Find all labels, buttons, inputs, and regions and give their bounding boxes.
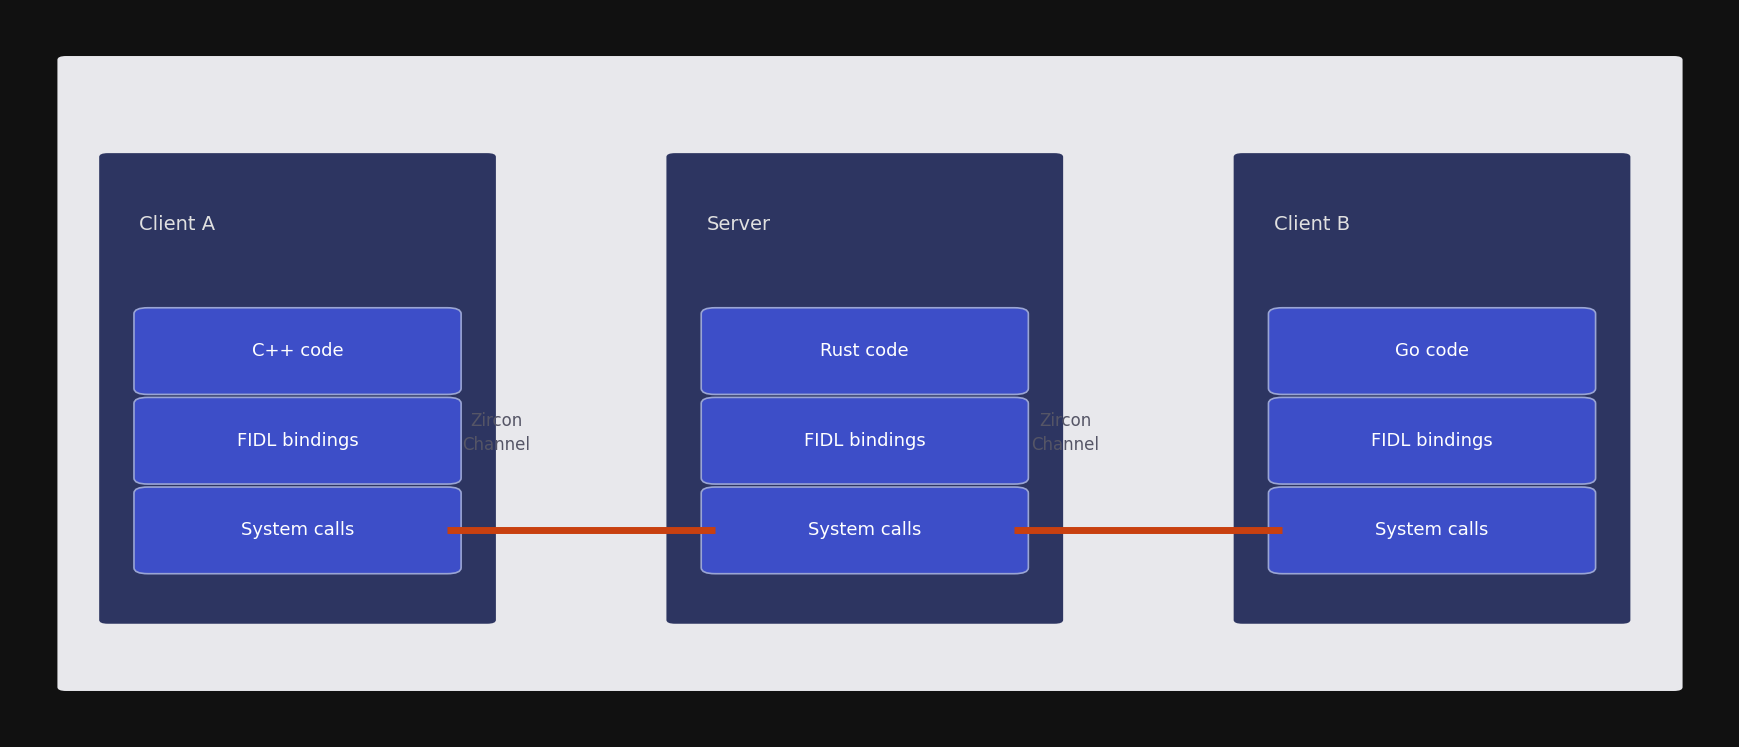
FancyBboxPatch shape — [1268, 487, 1595, 574]
FancyBboxPatch shape — [134, 487, 461, 574]
Text: Server: Server — [706, 214, 770, 234]
Text: System calls: System calls — [1374, 521, 1489, 539]
FancyBboxPatch shape — [99, 153, 496, 624]
FancyBboxPatch shape — [1233, 153, 1629, 624]
FancyBboxPatch shape — [701, 308, 1028, 394]
FancyBboxPatch shape — [701, 397, 1028, 484]
Text: Rust code: Rust code — [821, 342, 908, 360]
Text: FIDL bindings: FIDL bindings — [237, 432, 358, 450]
Text: Go code: Go code — [1395, 342, 1468, 360]
FancyBboxPatch shape — [57, 56, 1682, 691]
Text: Zircon
Channel: Zircon Channel — [1029, 412, 1099, 454]
Text: Client A: Client A — [139, 214, 216, 234]
FancyBboxPatch shape — [1268, 397, 1595, 484]
FancyBboxPatch shape — [134, 308, 461, 394]
FancyBboxPatch shape — [1268, 308, 1595, 394]
Text: Client B: Client B — [1273, 214, 1349, 234]
Text: System calls: System calls — [240, 521, 355, 539]
Text: Zircon
Channel: Zircon Channel — [461, 412, 530, 454]
Text: System calls: System calls — [807, 521, 922, 539]
FancyBboxPatch shape — [134, 397, 461, 484]
Text: C++ code: C++ code — [252, 342, 343, 360]
Text: FIDL bindings: FIDL bindings — [1370, 432, 1492, 450]
FancyBboxPatch shape — [666, 153, 1063, 624]
Text: FIDL bindings: FIDL bindings — [803, 432, 925, 450]
FancyBboxPatch shape — [701, 487, 1028, 574]
